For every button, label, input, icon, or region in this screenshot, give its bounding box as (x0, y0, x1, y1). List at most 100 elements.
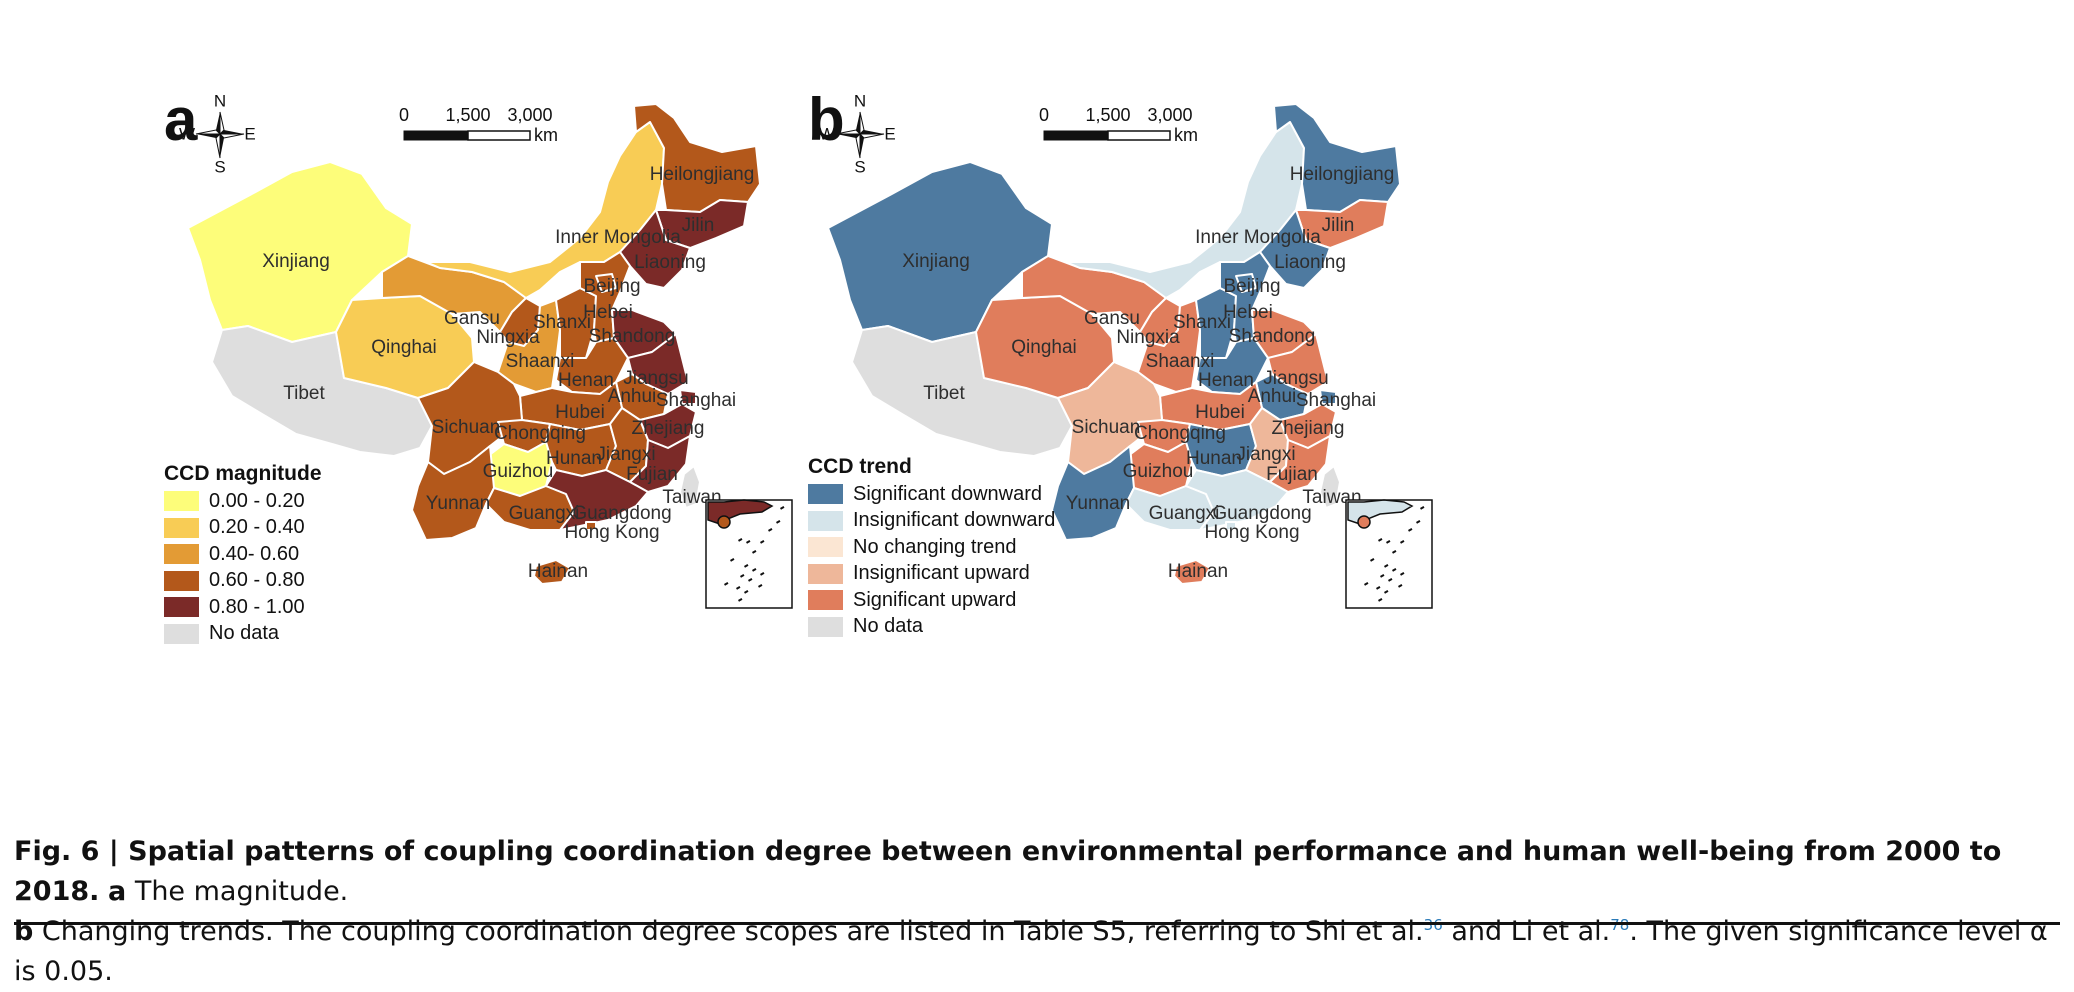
province-henan[interactable] (1195, 337, 1269, 395)
province-label-hong-kong: Hong Kong (1204, 522, 1299, 543)
legend-swatch (164, 491, 199, 512)
province-label-guangdong: Guangdong (572, 503, 671, 524)
province-label-xinjiang: Xinjiang (902, 251, 970, 272)
legend-item: 0.00 - 0.20 (164, 488, 322, 515)
legend-label: 0.20 - 0.40 (209, 516, 305, 539)
province-heilongjiang[interactable] (633, 103, 761, 213)
legend-label: Significant upward (853, 588, 1017, 611)
province-hong-kong[interactable] (1225, 521, 1237, 531)
legend-item: 0.80 - 1.00 (164, 594, 322, 621)
province-hong-kong[interactable] (585, 521, 597, 531)
legend-item: No changing trend (808, 534, 1055, 561)
province-shanghai[interactable] (1319, 389, 1337, 405)
map-panel-b: Xinjiang Tibet Qinghai Gansu Inner Mongolia H… (640, 60, 1676, 820)
map-legend: CCD trend Significant downward Insignifica… (808, 455, 1055, 640)
scale-tick-label: 1,500 (445, 105, 490, 125)
province-label-guizhou: Guizhou (1123, 461, 1194, 482)
province-label-chongqing: Chongqing (494, 423, 586, 444)
province-label-guangdong: Guangdong (1212, 503, 1311, 524)
province-label-henan: Henan (1198, 370, 1254, 391)
province-label-heilongjiang: Heilongjiang (1290, 164, 1395, 185)
province-guangdong[interactable] (545, 469, 649, 531)
legend-label: Significant downward (853, 482, 1042, 505)
province-label-jiangsu: Jiangsu (623, 368, 689, 389)
province-label-jilin: Jilin (682, 215, 715, 236)
caption-panel-a: a (108, 876, 127, 907)
province-inner-mongolia[interactable] (425, 121, 665, 299)
scale-tick-label: 0 (1039, 105, 1049, 125)
legend-label: 0.80 - 1.00 (209, 595, 305, 618)
province-label-hainan: Hainan (1168, 561, 1228, 582)
caption-line-1: Fig. 6 | Spatial patterns of coupling co… (14, 832, 2060, 912)
province-qinghai[interactable] (975, 295, 1115, 399)
map-panel-a: Xinjiang Tibet Qinghai Gansu Inner Mongolia H… (0, 60, 1036, 820)
province-henan[interactable] (555, 337, 629, 395)
province-qinghai[interactable] (335, 295, 475, 399)
province-fujian[interactable] (1269, 435, 1331, 493)
province-label-hubei: Hubei (555, 402, 605, 423)
province-label-hong-kong: Hong Kong (564, 522, 659, 543)
caption-bold-title: Fig. 6 | Spatial patterns of coupling co… (14, 836, 2002, 907)
province-shanghai[interactable] (679, 389, 697, 405)
map-svg-a: Xinjiang Tibet Qinghai Gansu Inner Mongolia H… (179, 91, 793, 609)
province-tibet[interactable] (211, 325, 433, 457)
legend-swatch (808, 537, 843, 558)
scale-tick-label: 3,000 (507, 105, 552, 125)
caption-ref-36[interactable]: 36 (1423, 916, 1443, 934)
province-inner-mongolia[interactable] (1065, 121, 1305, 299)
map-legend: CCD magnitude 0.00 - 0.20 0.20 - 0.40 0.40-… (164, 462, 322, 647)
province-label-shandong: Shandong (589, 326, 676, 347)
province-label-jiangxi: Jiangxi (1236, 444, 1295, 465)
province-yunnan[interactable] (1051, 445, 1135, 541)
province-yunnan[interactable] (411, 445, 495, 541)
province-label-shanxi: Shanxi (533, 312, 591, 333)
province-label-hebei: Hebei (583, 302, 633, 323)
legend-swatch (808, 484, 843, 505)
province-label-liaoning: Liaoning (1274, 252, 1346, 273)
province-label-hubei: Hubei (1195, 402, 1245, 423)
province-beijing[interactable] (1235, 273, 1257, 293)
legend-label: No changing trend (853, 535, 1017, 558)
province-label-anhui: Anhui (608, 386, 657, 407)
compass-rose-icon: N SE W (819, 91, 896, 176)
province-heilongjiang[interactable] (1273, 103, 1401, 213)
province-taiwan[interactable] (1319, 465, 1341, 509)
province-label-chongqing: Chongqing (1134, 423, 1226, 444)
province-fujian[interactable] (629, 435, 691, 493)
compass-w-label: W (179, 124, 195, 143)
province-tibet[interactable] (851, 325, 1073, 457)
caption-ref-78[interactable]: 78 (1610, 916, 1630, 934)
compass-e-label: E (884, 124, 895, 143)
province-label-fujian: Fujian (626, 464, 678, 485)
province-guangdong[interactable] (1185, 469, 1289, 531)
province-label-anhui: Anhui (1248, 386, 1297, 407)
legend-label: No data (209, 622, 280, 645)
province-label-jiangxi: Jiangxi (596, 444, 655, 465)
scale-tick-label: 0 (399, 105, 409, 125)
caption-text-2: and Li et al. (1451, 916, 1611, 947)
south-china-sea-inset (1345, 499, 1433, 609)
legend-item: No data (164, 621, 322, 648)
province-hainan[interactable] (533, 559, 571, 585)
panel-letter-a: a (164, 86, 198, 153)
legend-swatch (164, 623, 199, 644)
province-beijing[interactable] (595, 273, 617, 293)
province-label-guangxi: Guangxi (1149, 503, 1220, 524)
province-label-gansu: Gansu (1084, 308, 1140, 329)
province-label-xinjiang: Xinjiang (262, 251, 330, 272)
panel-letter-b: b (808, 86, 845, 153)
province-label-shanghai: Shanghai (656, 390, 736, 411)
province-label-heilongjiang: Heilongjiang (650, 164, 755, 185)
province-taiwan[interactable] (679, 465, 701, 509)
legend-item: Significant upward (808, 587, 1055, 614)
legend-item: 0.20 - 0.40 (164, 515, 322, 542)
legend-swatch (808, 616, 843, 637)
caption-rule (14, 922, 2060, 925)
province-label-inner-mongolia: Inner Mongolia (555, 227, 681, 248)
province-label-fujian: Fujian (1266, 464, 1318, 485)
province-hainan[interactable] (1173, 559, 1211, 585)
province-label-ningxia: Ningxia (1116, 327, 1180, 348)
province-label-hainan: Hainan (528, 561, 588, 582)
legend-swatch (164, 597, 199, 618)
